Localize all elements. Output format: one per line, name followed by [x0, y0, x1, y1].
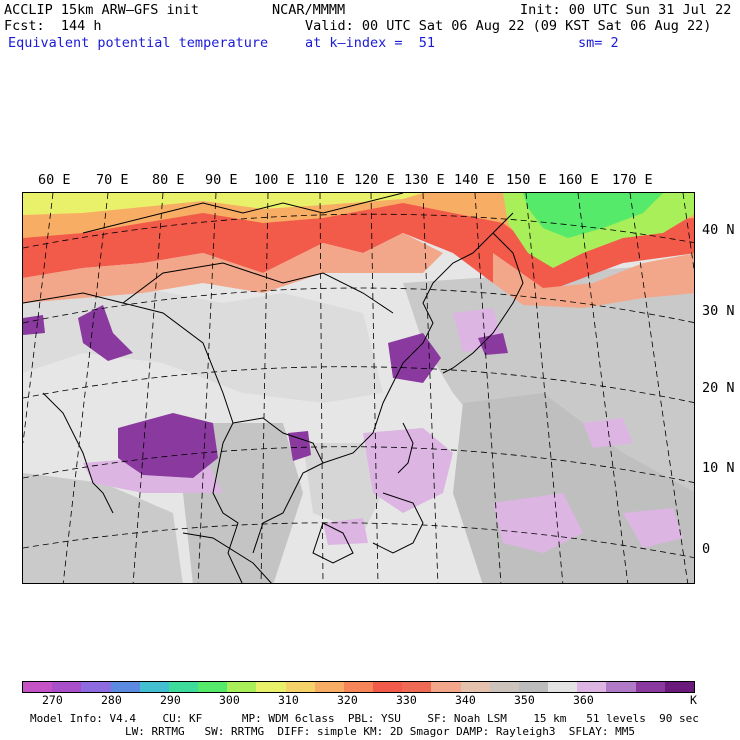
- colorbar-label: 280: [101, 693, 122, 707]
- valid-time: Valid: 00 UTC Sat 06 Aug 22 (09 KST Sat …: [305, 18, 712, 34]
- lon-label: 170 E: [612, 172, 653, 188]
- lavender-patches: [83, 308, 683, 553]
- lon-label: 110 E: [304, 172, 345, 188]
- colorbar-label: 270: [42, 693, 63, 707]
- colorbar-label: 320: [337, 693, 358, 707]
- lat-label: 0: [702, 541, 711, 557]
- colorbar-segment: [548, 682, 578, 692]
- lon-label: 100 E: [254, 172, 295, 188]
- lon-label: 70 E: [96, 172, 129, 188]
- colorbar-label: 290: [160, 693, 181, 707]
- colorbar-label: 340: [455, 693, 476, 707]
- lon-label: 60 E: [38, 172, 71, 188]
- colorbar-segment: [635, 682, 665, 692]
- smoothing-info: sm= 2: [578, 35, 619, 51]
- lat-label: 10 N: [702, 460, 735, 476]
- lon-label: 140 E: [454, 172, 495, 188]
- colorbar-segment: [198, 682, 228, 692]
- colorbar-segment: [664, 682, 694, 692]
- model-info-line1: Model Info: V4.4 CU: KF MP: WDM 6class P…: [30, 712, 699, 725]
- forecast-hour: Fcst: 144 h: [4, 18, 102, 34]
- colorbar-segment: [256, 682, 286, 692]
- colorbar-segment: [139, 682, 169, 692]
- colorbar-segment: [81, 682, 111, 692]
- colorbar-segment: [227, 682, 257, 692]
- map-canvas: [23, 193, 694, 583]
- colorbar-segment: [460, 682, 490, 692]
- lon-label: 130 E: [404, 172, 445, 188]
- colorbar-segment: [431, 682, 461, 692]
- colorbar: [22, 681, 695, 693]
- colorbar-segment: [343, 682, 374, 692]
- field-name: Equivalent potential temperature: [8, 35, 269, 51]
- colorbar-label: 330: [396, 693, 417, 707]
- colorbar-segment: [52, 682, 82, 692]
- lat-label: 30 N: [702, 303, 735, 319]
- center-name: NCAR/MMMM: [272, 2, 346, 18]
- colorbar-label: 350: [514, 693, 535, 707]
- lon-label: 120 E: [354, 172, 395, 188]
- colorbar-segment: [23, 682, 53, 692]
- colorbar-segment: [110, 682, 140, 692]
- colorbar-unit: K: [690, 693, 697, 707]
- colorbar-label: 360: [573, 693, 594, 707]
- colorbar-segment: [518, 682, 549, 692]
- lon-label: 90 E: [205, 172, 238, 188]
- colorbar-segment: [314, 682, 344, 692]
- colorbar-segment: [285, 682, 315, 692]
- colorbar-label: 300: [219, 693, 240, 707]
- lat-label: 20 N: [702, 380, 735, 396]
- lon-label: 80 E: [152, 172, 185, 188]
- colorbar-segment: [489, 682, 519, 692]
- model-info-line2: LW: RRTMG SW: RRTMG DIFF: simple KM: 2D …: [125, 725, 635, 738]
- colorbar-segment: [606, 682, 636, 692]
- colorbar-segment: [402, 682, 432, 692]
- colorbar-label: 310: [278, 693, 299, 707]
- graticule: [23, 193, 694, 583]
- lat-label: 40 N: [702, 222, 735, 238]
- warm-band: [23, 193, 694, 308]
- colorbar-segment: [577, 682, 607, 692]
- colorbar-segment: [373, 682, 403, 692]
- purple-maxima: [23, 305, 508, 478]
- lon-label: 160 E: [558, 172, 599, 188]
- model-title: ACCLIP 15km ARW–GFS init: [4, 2, 200, 18]
- level-info: at k–index = 51: [305, 35, 436, 51]
- colorbar-segment: [168, 682, 199, 692]
- init-time: Init: 00 UTC Sun 31 Jul 22: [520, 2, 732, 18]
- lon-label: 150 E: [506, 172, 547, 188]
- theta-e-map: [22, 192, 695, 584]
